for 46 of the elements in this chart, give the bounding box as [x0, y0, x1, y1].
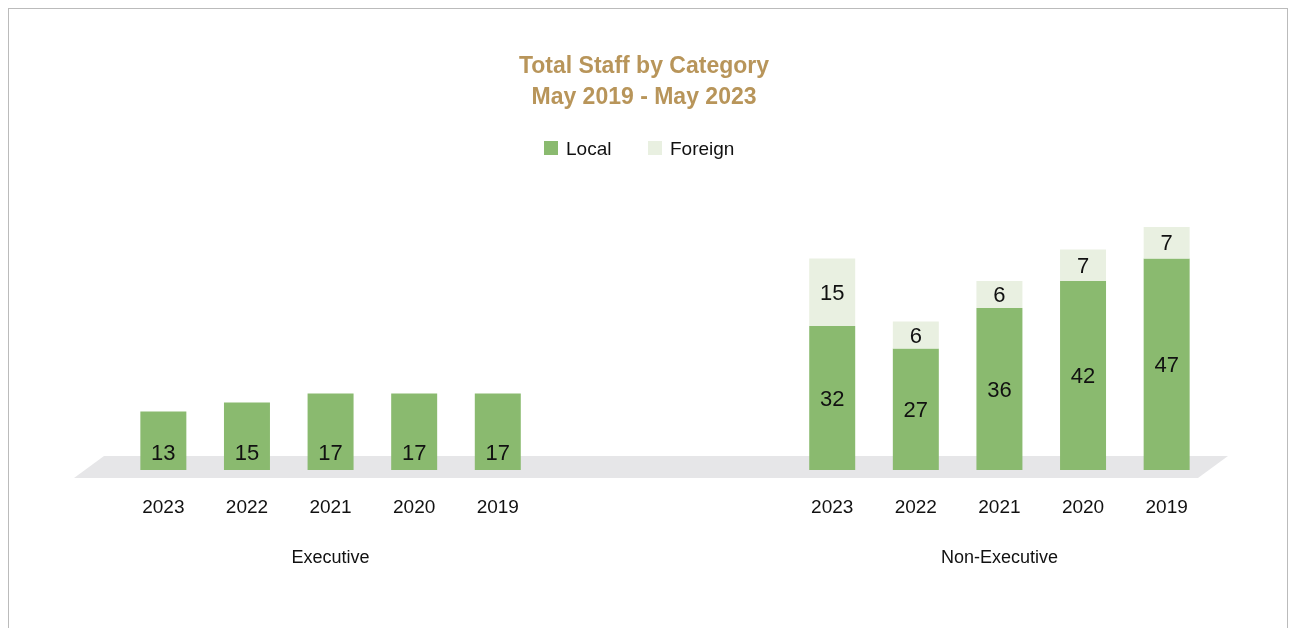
- x-tick-label: 2020: [1061, 496, 1105, 517]
- data-label: 6: [909, 322, 922, 348]
- x-tick-label: 2023: [811, 496, 854, 517]
- text: Non-Executive: [940, 547, 1058, 567]
- bar: [809, 258, 856, 326]
- data-label: 27: [903, 396, 929, 422]
- x-tick-label: 2022: [225, 496, 269, 517]
- bar: [474, 393, 521, 470]
- chart-title: Total Staff by Category: [518, 52, 770, 78]
- chart-subtitle: May 2019 - May 2023: [531, 83, 757, 109]
- x-tick-label: 2021: [309, 496, 352, 517]
- bar: [892, 321, 939, 349]
- bar: [1143, 227, 1190, 259]
- data-label: 15: [234, 439, 260, 465]
- data-label: 7: [1076, 252, 1090, 278]
- x-tick-label: 2019: [476, 496, 519, 517]
- bar: [976, 308, 1023, 470]
- x-tick-label: 2021: [978, 496, 1021, 517]
- bar: [1060, 281, 1107, 470]
- data-label: 32: [819, 385, 845, 411]
- x-tick-label: 2019: [1145, 496, 1188, 517]
- data-label: 15: [819, 279, 845, 305]
- legend-label: Local: [566, 137, 612, 159]
- bar: [976, 281, 1023, 308]
- bar: [1143, 258, 1190, 470]
- text: Executive: [291, 547, 370, 567]
- data-label: 17: [318, 439, 343, 465]
- bar: [1060, 249, 1107, 281]
- data-label: 7: [1160, 230, 1173, 256]
- data-label: 13: [151, 439, 176, 465]
- data-label: 42: [1070, 363, 1096, 389]
- bar: [892, 348, 939, 470]
- x-tick-label: 2023: [142, 496, 185, 517]
- x-tick-label: 2022: [894, 496, 937, 517]
- x-tick-label: 2020: [393, 496, 436, 517]
- data-label: 17: [401, 439, 427, 465]
- data-label: 47: [1154, 351, 1179, 377]
- bar: [140, 411, 187, 470]
- data-label: 17: [485, 439, 511, 465]
- data-label: 36: [987, 376, 1012, 402]
- data-label: 6: [993, 282, 1006, 308]
- bar: [391, 393, 438, 470]
- bar: [809, 326, 856, 470]
- bar: [223, 402, 270, 470]
- bar: [307, 393, 354, 470]
- legend-label: Foreign: [670, 137, 735, 159]
